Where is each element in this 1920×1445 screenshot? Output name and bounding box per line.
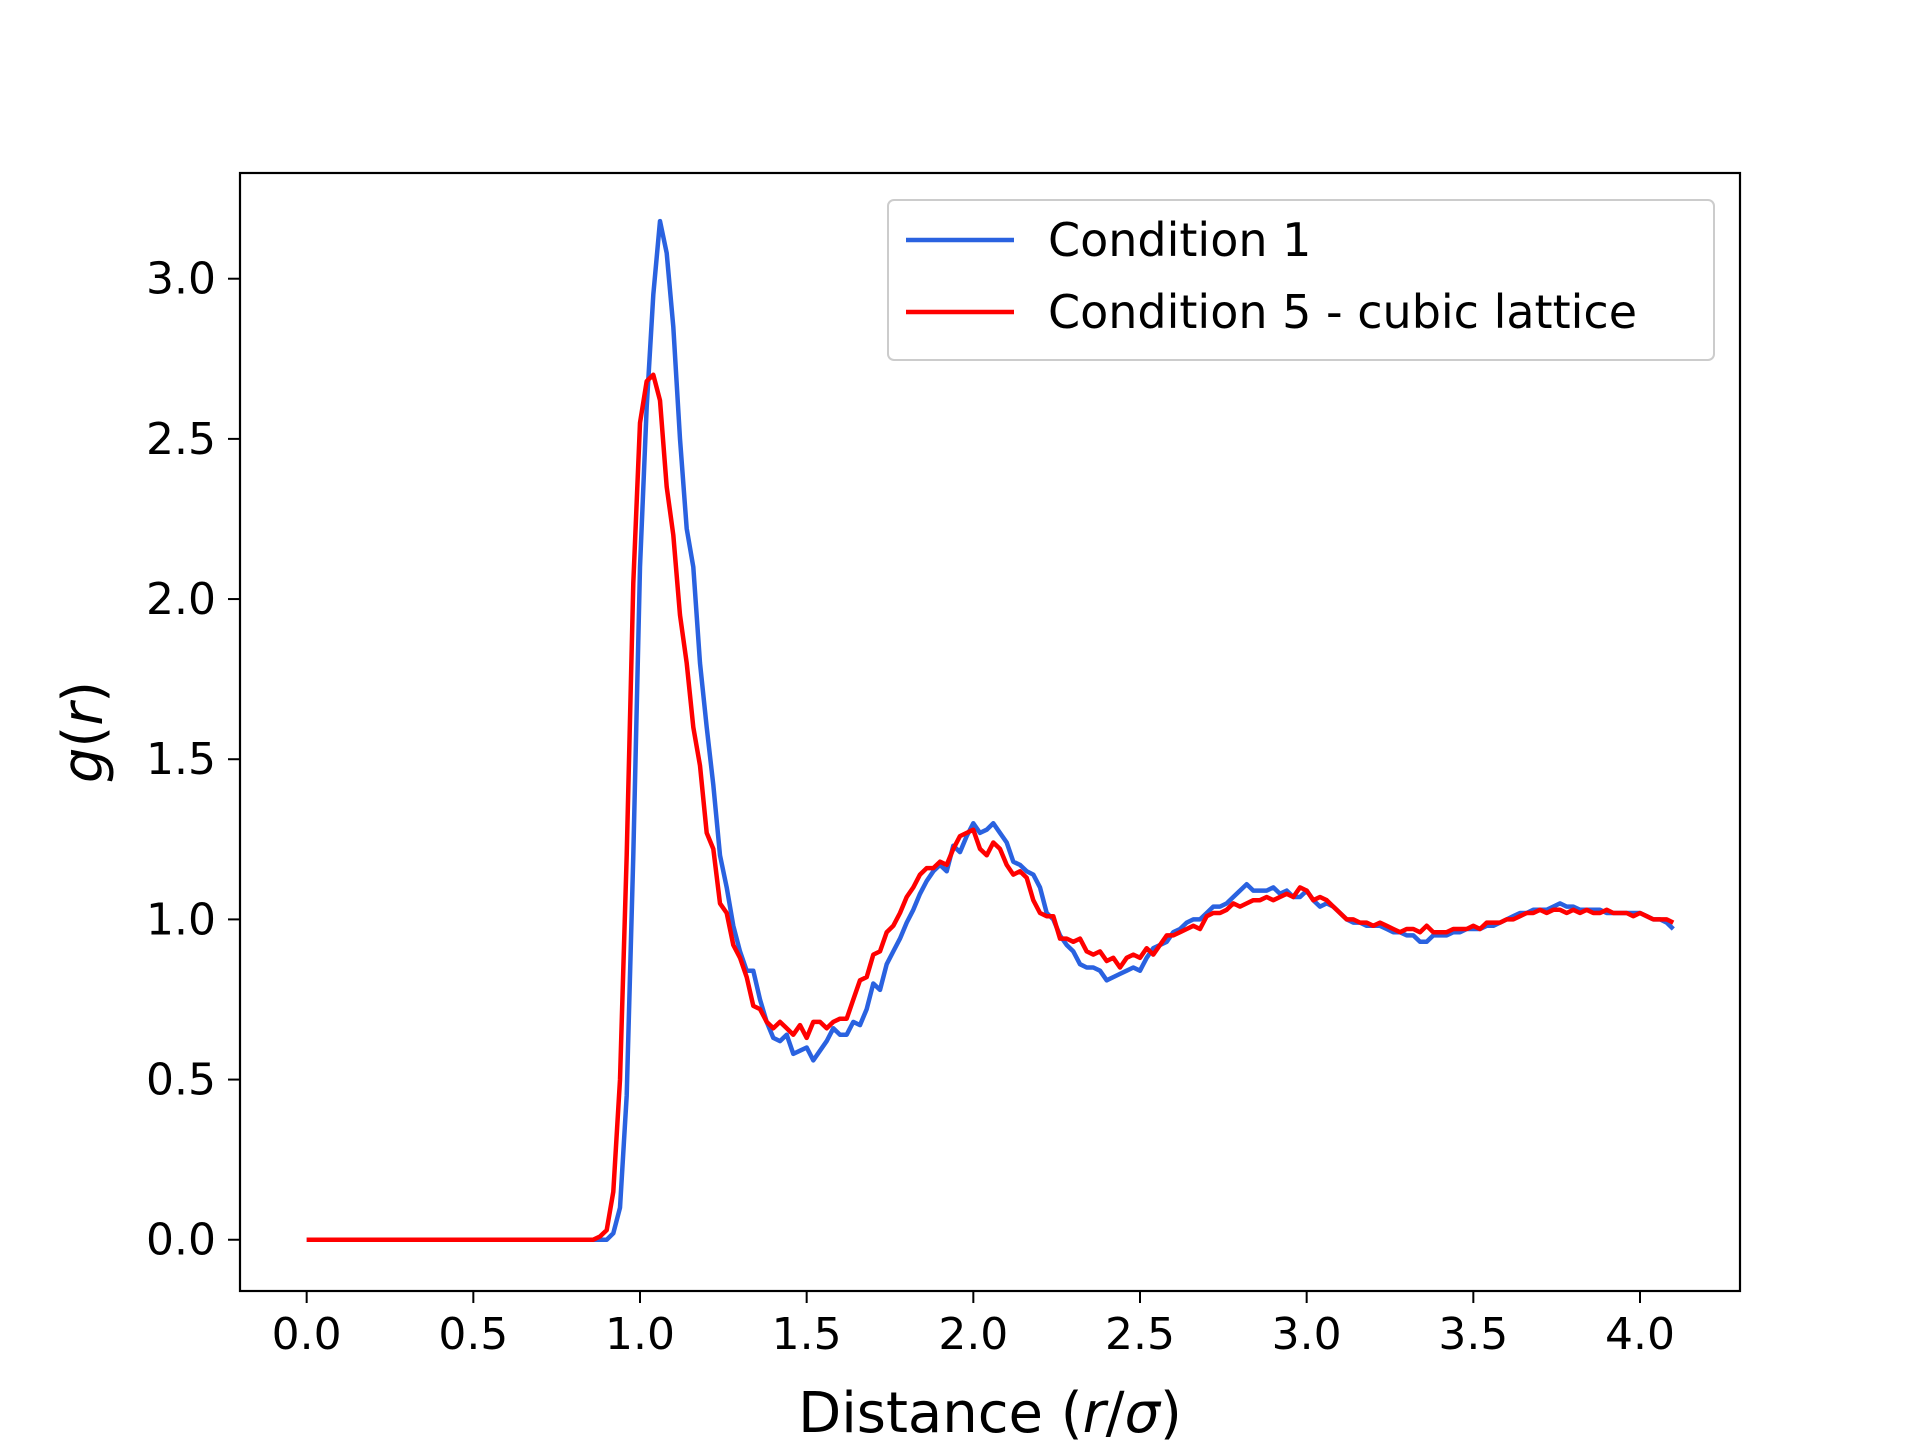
y-tick-label: 1.5 [146,734,216,785]
legend-label-condition-1: Condition 1 [1048,213,1311,267]
y-tick-label: 0.0 [146,1215,216,1266]
legend-box [887,199,1715,361]
y-axis-label: g(r) [51,681,116,783]
x-axis-label: Distance (r/σ) [798,1381,1182,1440]
x-tick-label: 3.0 [1272,1309,1342,1360]
legend: Condition 1 Condition 5 - cubic lattice [887,199,1715,361]
x-tick-label: 2.5 [1105,1309,1175,1360]
y-tick-label: 0.5 [146,1055,216,1106]
x-axis-ticks: 0.0 0.5 1.0 1.5 2.0 2.5 3.0 3.5 4.0 [272,1291,1675,1360]
y-tick-label: 3.0 [146,254,216,305]
series-layer [306,218,1675,1242]
series-line-condition-5-cubic-lattice [306,372,1675,1242]
y-tick-label: 1.0 [146,894,216,945]
x-tick-label: 1.0 [605,1309,675,1360]
plot-frame [238,171,1742,1293]
x-tick-label: 0.5 [438,1309,508,1360]
y-axis-ticks: 0.0 0.5 1.0 1.5 2.0 2.5 3.0 [146,254,240,1266]
y-tick-label: 2.0 [146,574,216,625]
legend-label-condition-5: Condition 5 - cubic lattice [1048,285,1637,339]
x-tick-label: 2.0 [938,1309,1008,1360]
x-tick-label: 1.5 [772,1309,842,1360]
x-tick-label: 0.0 [272,1309,342,1360]
x-tick-label: 3.5 [1438,1309,1508,1360]
x-tick-label: 4.0 [1605,1309,1675,1360]
y-tick-label: 2.5 [146,414,216,465]
